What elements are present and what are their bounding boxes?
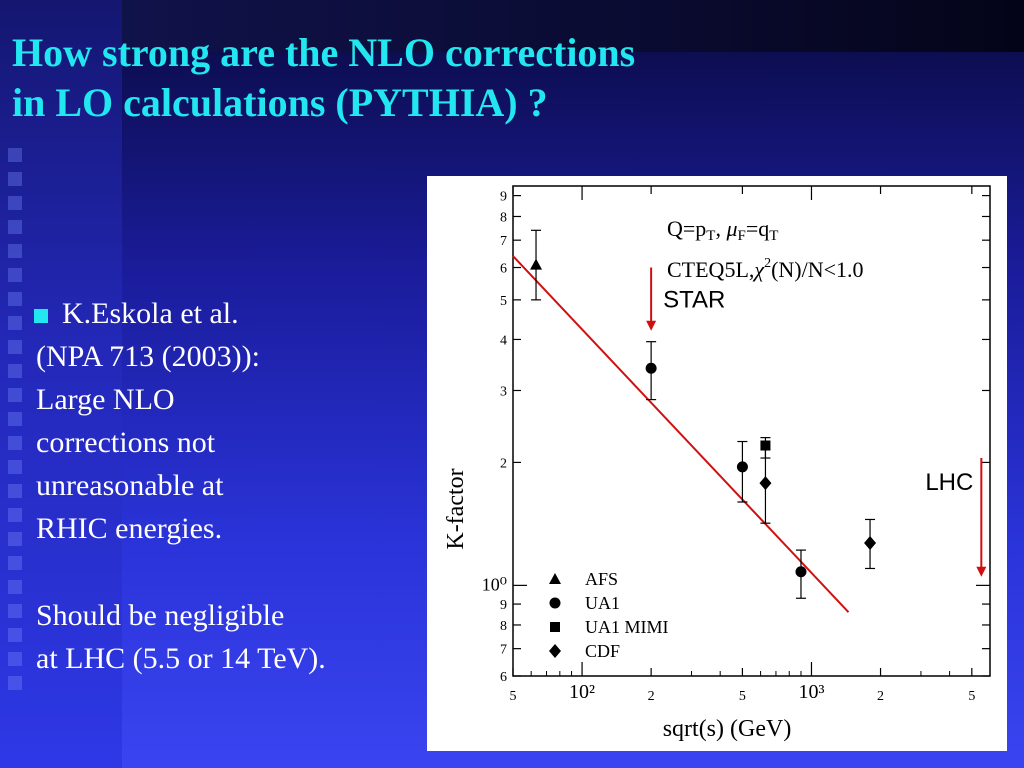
annotation-line-1: Q=pT, μF=qT bbox=[667, 216, 778, 244]
slide-body: K.Eskola et al. (NPA 713 (2003)): Large … bbox=[34, 292, 436, 680]
data-point-ua1-mimi bbox=[760, 440, 771, 451]
top-decor-band bbox=[122, 0, 1024, 52]
data-point-afs bbox=[530, 258, 543, 270]
plot-frame bbox=[512, 185, 991, 677]
data-point-ua1 bbox=[645, 362, 657, 374]
y-tick-label: 4 bbox=[500, 333, 507, 348]
y-tick-label: 8 bbox=[500, 619, 507, 634]
data-point-ua1 bbox=[736, 461, 748, 473]
data-point-cdf bbox=[759, 476, 772, 491]
bullet-line: RHIC energies. bbox=[36, 512, 223, 545]
legend-label: UA1 MIMI bbox=[585, 617, 669, 637]
x-tick-label: 10² bbox=[569, 681, 595, 703]
conclusion-line: at LHC (5.5 or 14 TeV). bbox=[36, 642, 326, 675]
legend-marker bbox=[549, 573, 561, 584]
y-tick-label: 8 bbox=[500, 210, 507, 225]
legend-label: AFS bbox=[585, 569, 618, 589]
x-tick-label: 2 bbox=[648, 689, 655, 704]
x-tick-label: 5 bbox=[739, 689, 746, 704]
callout-arrowhead bbox=[646, 320, 657, 331]
bullet-line: (NPA 713 (2003)): bbox=[36, 340, 260, 373]
slide-title: How strong are the NLO corrections in LO… bbox=[12, 28, 792, 128]
bullet-square-icon bbox=[34, 309, 48, 324]
x-tick-label: 5 bbox=[968, 689, 975, 704]
y-tick-label: 7 bbox=[500, 234, 507, 249]
bullet-item: K.Eskola et al. bbox=[34, 292, 436, 335]
conclusion-line: Should be negligible bbox=[36, 599, 285, 632]
y-tick-label: 10⁰ bbox=[482, 574, 507, 594]
data-point-cdf bbox=[864, 535, 877, 550]
callout-label-star: STAR bbox=[663, 287, 725, 314]
bullet-line: corrections not bbox=[36, 426, 216, 459]
bullet-lead: K.Eskola et al. bbox=[62, 297, 239, 330]
fit-line bbox=[512, 255, 850, 613]
y-tick-label: 6 bbox=[500, 670, 507, 685]
title-line-2: in LO calculations (PYTHIA) ? bbox=[12, 80, 548, 125]
legend-label: CDF bbox=[585, 641, 620, 661]
left-decor-band bbox=[0, 0, 122, 768]
bullet-line: unreasonable at bbox=[36, 469, 224, 502]
callout-arrowhead bbox=[976, 566, 987, 577]
y-axis-label: K-factor bbox=[443, 468, 469, 549]
x-tick-label: 2 bbox=[877, 689, 884, 704]
x-axis-label: sqrt(s) (GeV) bbox=[663, 716, 792, 742]
x-tick-label: 10³ bbox=[798, 681, 824, 703]
annotation-line-2: CTEQ5L,χ2(N)/N<1.0 bbox=[667, 256, 864, 282]
y-tick-label: 3 bbox=[500, 384, 507, 399]
y-tick-label: 5 bbox=[500, 294, 507, 309]
y-tick-label: 2 bbox=[500, 456, 507, 471]
legend-marker bbox=[549, 597, 561, 609]
chart-panel: 6 7 8 9 10⁰ 2 3 4 5 6 7 8 9 5 10² 2 5 10³ 2 5 K-factor sqr… bbox=[427, 176, 1007, 751]
decor-squares bbox=[8, 148, 26, 700]
legend-marker bbox=[550, 622, 560, 632]
legend-label: UA1 bbox=[585, 593, 620, 613]
data-point-ua1 bbox=[795, 566, 807, 578]
y-tick-label: 7 bbox=[500, 643, 507, 658]
y-tick-label: 9 bbox=[500, 190, 507, 205]
title-line-1: How strong are the NLO corrections bbox=[12, 30, 636, 75]
legend-marker bbox=[549, 644, 561, 658]
callout-label-lhc: LHC bbox=[925, 469, 973, 496]
x-tick-label: 5 bbox=[510, 689, 517, 704]
y-tick-label: 9 bbox=[500, 598, 507, 613]
bullet-line: Large NLO bbox=[36, 383, 175, 416]
y-tick-label: 6 bbox=[500, 262, 507, 277]
